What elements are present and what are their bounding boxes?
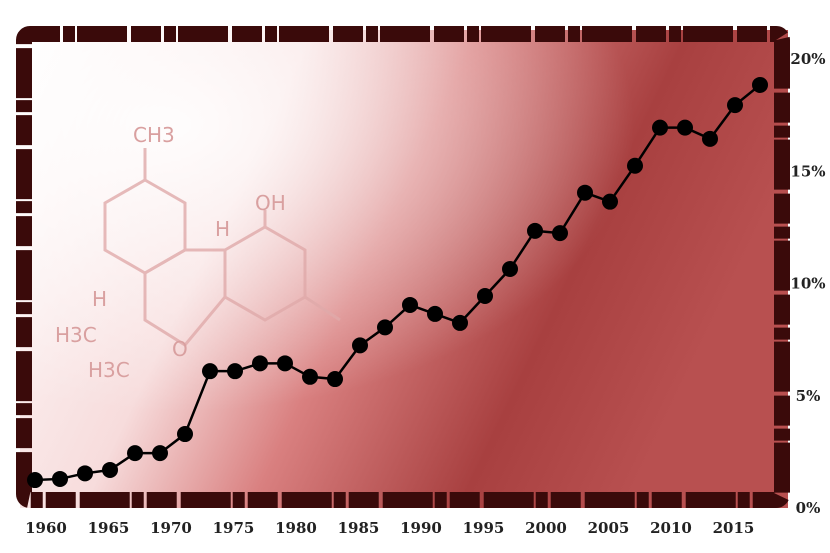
data-point <box>102 461 118 478</box>
data-point <box>152 445 168 462</box>
data-point <box>552 225 568 242</box>
data-point <box>202 363 218 380</box>
molecule-label: H <box>92 287 107 311</box>
data-point <box>602 193 618 210</box>
x-tick-label: 2010 <box>650 519 692 537</box>
data-point <box>177 426 193 443</box>
molecule-label: O <box>172 337 188 361</box>
data-point <box>702 130 718 147</box>
x-tick-label: 2005 <box>588 519 630 537</box>
x-tick-label: 1980 <box>275 519 317 537</box>
grunge-frame <box>16 26 790 508</box>
data-point <box>52 470 68 487</box>
molecule-label: CH3 <box>133 123 175 147</box>
data-point <box>352 337 368 354</box>
x-tick-label: 1990 <box>400 519 442 537</box>
y-tick-label: 20% <box>790 50 825 68</box>
molecule-label: OH <box>255 191 286 215</box>
data-point <box>302 368 318 385</box>
data-point <box>477 287 493 304</box>
data-point <box>527 222 543 239</box>
x-tick-label: 2000 <box>525 519 567 537</box>
data-point <box>502 261 518 278</box>
data-point <box>402 296 418 313</box>
data-point <box>752 76 768 93</box>
data-point <box>327 371 343 388</box>
plot-fog <box>20 30 788 508</box>
y-tick-label: 10% <box>790 275 825 293</box>
x-tick-label: 1970 <box>150 519 192 537</box>
data-point <box>577 184 593 201</box>
data-point <box>427 305 443 322</box>
molecule-label: H3C <box>55 323 97 347</box>
data-point <box>627 157 643 174</box>
data-point <box>277 355 293 372</box>
x-tick-label: 2015 <box>713 519 755 537</box>
data-point <box>452 314 468 331</box>
data-point <box>252 355 268 372</box>
molecule-label: H <box>215 217 230 241</box>
data-point <box>677 119 693 136</box>
molecule-label: H3C <box>88 358 130 382</box>
data-point <box>377 319 393 336</box>
x-tick-label: 1995 <box>463 519 505 537</box>
data-point <box>652 119 668 136</box>
molecule-illustration <box>103 148 341 347</box>
data-point <box>77 465 93 482</box>
data-point <box>27 472 43 489</box>
y-tick-label: 15% <box>790 162 825 180</box>
x-tick-label: 1960 <box>25 519 67 537</box>
data-point <box>727 97 743 114</box>
x-tick-label: 1965 <box>88 519 130 537</box>
x-tick-label: 1985 <box>338 519 380 537</box>
y-tick-label: 5% <box>796 387 821 405</box>
data-point <box>127 445 143 462</box>
x-tick-label: 1975 <box>213 519 255 537</box>
y-tick-label: 0% <box>796 499 821 517</box>
data-point <box>227 363 243 380</box>
